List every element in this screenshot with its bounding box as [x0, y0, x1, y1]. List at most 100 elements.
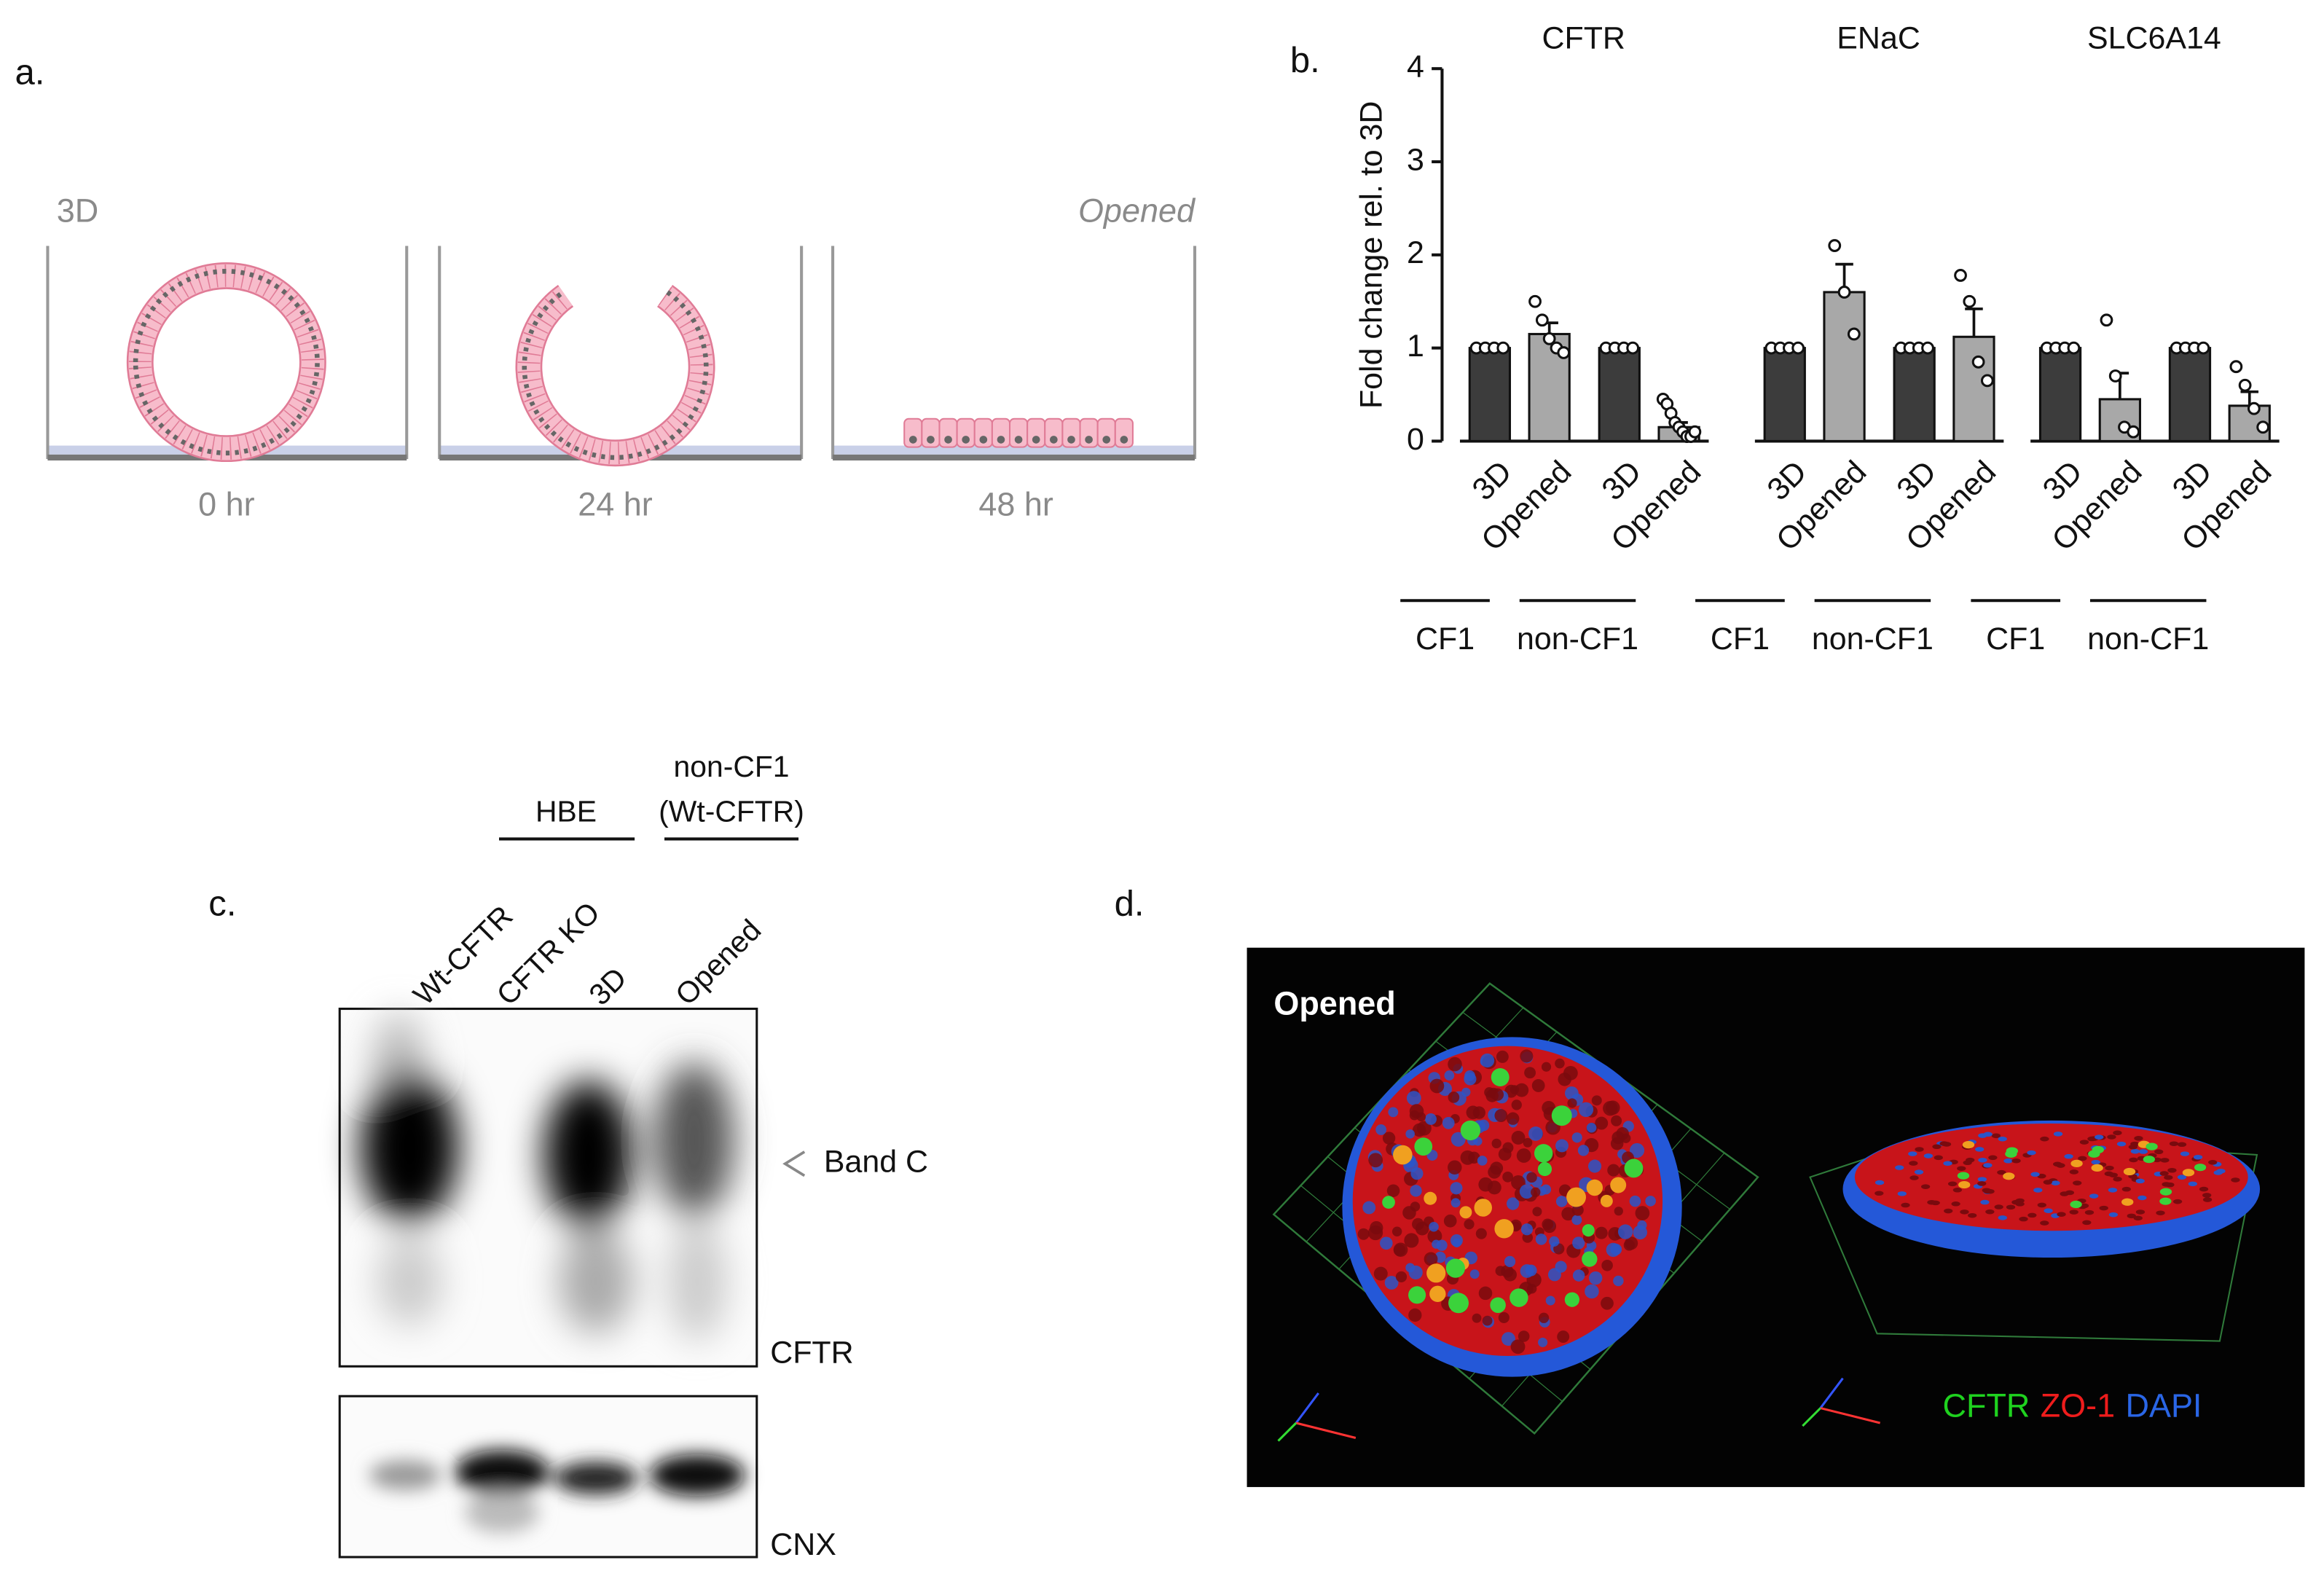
cell: [1532, 1207, 1542, 1217]
cell-ring: [128, 264, 325, 460]
cell: [1391, 1226, 1402, 1236]
cell: [1963, 1160, 1972, 1166]
data-point: [2108, 369, 2122, 383]
cell: [2089, 1193, 2099, 1199]
axis-triad: [1802, 1407, 1821, 1427]
data-point: [1828, 239, 1842, 252]
bar: [1468, 347, 1512, 442]
micrograph-render: [1272, 982, 2261, 1442]
cell: [1542, 1218, 1554, 1231]
cftr-cell: [1490, 1297, 1506, 1314]
group-header: non-CF1: [674, 750, 790, 783]
cell: [1429, 1078, 1445, 1094]
cell: [1531, 1079, 1545, 1092]
cell: [1629, 1195, 1641, 1207]
cell: [1384, 1276, 1399, 1290]
tag: Opened: [1078, 192, 1196, 229]
cell-ring: [517, 286, 713, 465]
data-point: [2229, 360, 2243, 374]
legend: CFTR ZO-1 DAPI: [1943, 1387, 2202, 1424]
cftr-cell: [1958, 1180, 1971, 1189]
cftr-cell: [1393, 1145, 1413, 1165]
axis-triad: [1819, 1377, 1844, 1409]
cell: [2177, 1142, 2187, 1148]
cell: [2116, 1141, 2127, 1147]
cftr-cell: [1408, 1286, 1426, 1304]
cftr-cell: [1426, 1263, 1446, 1283]
cell: [1595, 1226, 1608, 1239]
cell: [1406, 1091, 1421, 1106]
cell: [2231, 1177, 2240, 1183]
cell: [1395, 1271, 1408, 1283]
cftr-cell: [2121, 1198, 2134, 1206]
data-point: [1971, 355, 1985, 369]
data-point: [1688, 425, 1702, 439]
cell: [1994, 1204, 2003, 1209]
cftr-cell: [1424, 1191, 1437, 1205]
panel-label: c.: [208, 884, 236, 923]
cell: [1617, 1224, 1633, 1239]
cftr-cell: [1491, 1068, 1510, 1086]
cell: [2095, 1134, 2104, 1140]
cell: [2208, 1160, 2218, 1165]
blot-label: CNX: [770, 1527, 836, 1562]
y-tick-label: 0: [1407, 422, 1424, 457]
cftr-cell: [2006, 1147, 2019, 1155]
cell: [1542, 1101, 1556, 1115]
cell: [1934, 1155, 1943, 1161]
cell: [2027, 1150, 2036, 1156]
cell: [1448, 1160, 1462, 1175]
cell: [2091, 1159, 2100, 1165]
data-point: [1837, 286, 1851, 299]
cell: [1633, 1225, 1647, 1240]
cell: [1985, 1188, 1995, 1194]
cftr-cell: [2123, 1167, 2136, 1176]
cell: [1585, 1284, 1599, 1299]
cftr-cell: [1551, 1105, 1572, 1126]
cell: [1504, 1255, 1516, 1268]
cftr-cell: [1586, 1179, 1603, 1196]
cell: [1978, 1157, 1987, 1163]
cell: [1464, 1070, 1475, 1081]
cell: [1408, 1308, 1422, 1322]
cftr-cell: [2143, 1156, 2156, 1164]
cell: [2129, 1157, 2138, 1163]
cell: [2105, 1165, 2114, 1171]
cell: [1443, 1214, 1457, 1228]
bar: [2168, 347, 2212, 442]
cftr-cell: [1957, 1172, 1970, 1180]
cell: [2160, 1158, 2170, 1163]
blot-label: CFTR: [770, 1335, 853, 1370]
cftr-cell: [1448, 1293, 1469, 1314]
cell: [1586, 1122, 1597, 1133]
cell: [2084, 1209, 2095, 1215]
cell: [1557, 1330, 1570, 1344]
cell: [1538, 1337, 1548, 1347]
cell: [2133, 1215, 2143, 1221]
cohort-label: non-CF1: [1517, 622, 1638, 656]
cell: [1968, 1212, 1977, 1218]
cell: [2177, 1175, 2187, 1180]
time-label: 0 hr: [198, 485, 255, 522]
tag: 3D: [57, 192, 99, 229]
data-point: [1535, 313, 1549, 327]
cell: [1983, 1132, 1993, 1137]
cell: [1897, 1191, 1907, 1196]
data-point: [1847, 327, 1861, 341]
cell: [1975, 1147, 1985, 1152]
time-label: 24 hr: [578, 485, 653, 522]
cftr-cell: [1537, 1161, 1552, 1177]
cell: [2159, 1171, 2169, 1176]
cell: [1511, 1175, 1526, 1190]
cell: [2193, 1154, 2203, 1160]
cell: [1595, 1116, 1609, 1130]
cftr-cell: [2194, 1164, 2207, 1172]
cftr-cell: [2159, 1197, 2172, 1205]
cell: [1874, 1191, 1884, 1196]
cell: [1429, 1222, 1439, 1232]
cell: [1645, 1196, 1656, 1207]
cell: [1488, 1165, 1501, 1179]
cell: [1386, 1184, 1400, 1197]
cell: [1520, 1049, 1534, 1063]
